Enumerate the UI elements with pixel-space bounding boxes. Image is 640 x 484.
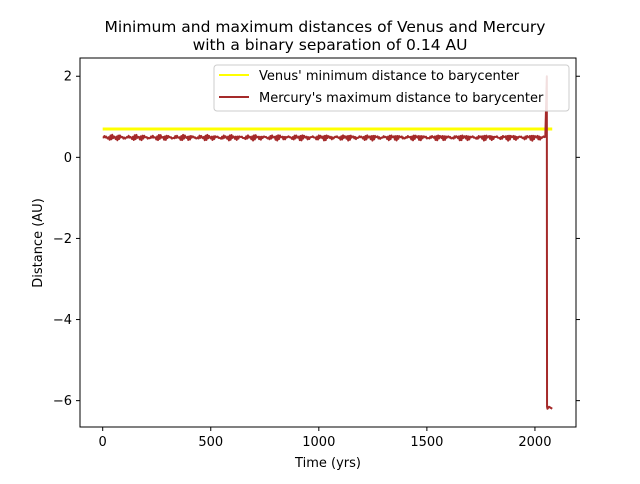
chart-title-line-1: Minimum and maximum distances of Venus a…: [105, 18, 546, 36]
x-tick-label: 2000: [518, 435, 551, 450]
x-axis-label: Time (yrs): [294, 456, 361, 471]
legend-label-mercury: Mercury's maximum distance to barycenter: [259, 91, 544, 106]
chart-title-line-2: with a binary separation of 0.14 AU: [193, 36, 468, 54]
x-tick-label: 1500: [410, 435, 443, 450]
x-tick-label: 0: [99, 435, 107, 450]
x-tick-label: 1000: [302, 435, 335, 450]
y-axis-label: Distance (AU): [31, 198, 46, 288]
series-line-mercury: [102, 75, 553, 410]
plot-area: [102, 75, 553, 410]
y-tick-label: 0: [64, 151, 72, 166]
y-tick-label: −4: [53, 313, 72, 328]
y-tick-label: 2: [64, 70, 72, 85]
y-tick-label: −6: [53, 394, 72, 409]
axes: 0 500 1000 1500 2000 2 0 −2 −4 −6: [53, 57, 580, 450]
y-tick-label: −2: [53, 232, 72, 247]
legend-label-venus: Venus' minimum distance to barycenter: [259, 69, 520, 84]
x-tick-label: 500: [198, 435, 223, 450]
legend: Venus' minimum distance to barycenter Me…: [213, 64, 570, 112]
legend-frame: [213, 64, 570, 112]
axes-frame: [79, 57, 577, 428]
